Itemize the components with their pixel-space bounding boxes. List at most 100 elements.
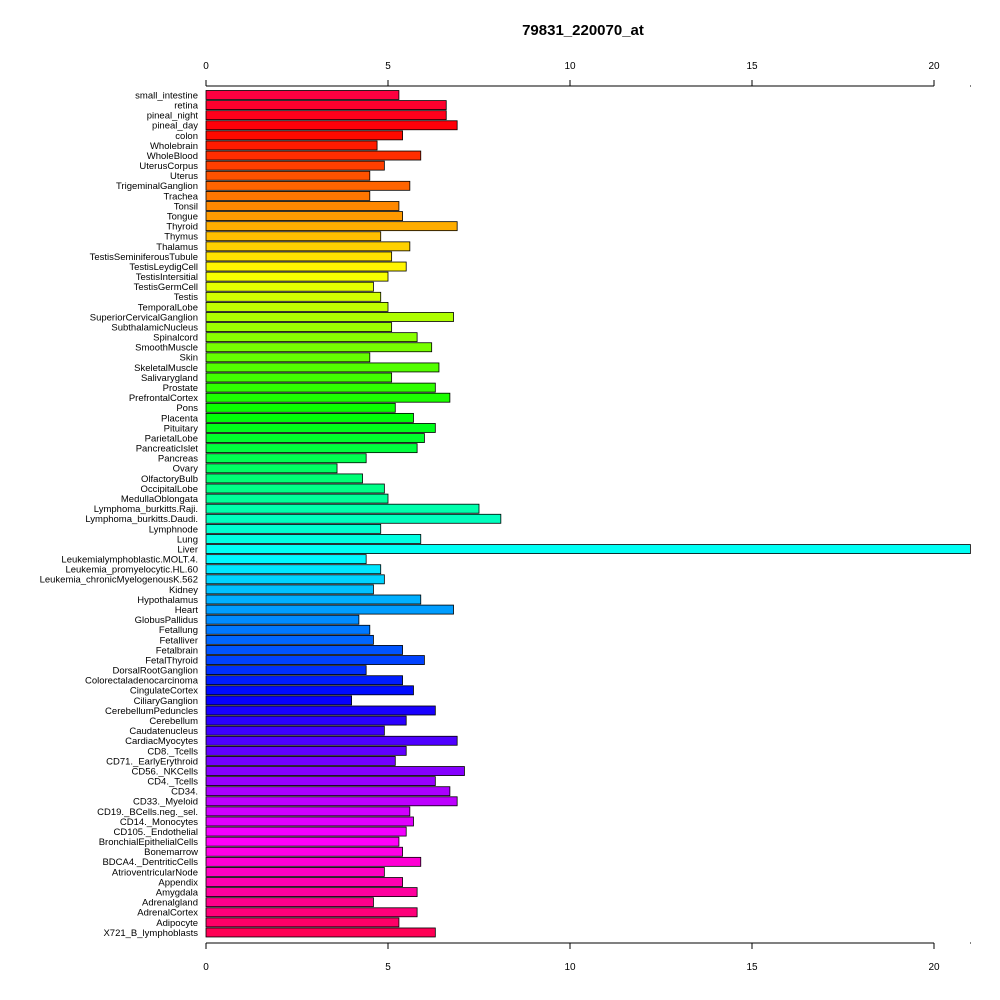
bar-Tongue	[205, 211, 403, 221]
category-label: Placenta	[161, 413, 199, 424]
category-label: CiliaryGanglion	[134, 696, 198, 707]
bar-Trachea	[205, 190, 371, 201]
bar-Spinalcord	[205, 332, 418, 343]
category-label: SkeletalMuscle	[134, 363, 198, 374]
bar-CD14._Monocytes	[205, 816, 414, 827]
category-label: Bonemarrow	[144, 847, 198, 858]
bar-Fetalliver	[205, 634, 374, 645]
bar-Fetalbrain	[205, 645, 403, 655]
bar-TrigeminalGanglion	[205, 180, 411, 191]
category-label: ParietalLobe	[145, 433, 198, 444]
bar-Lymphnode	[205, 523, 382, 534]
bar-WholeBlood	[205, 150, 422, 161]
category-label: Cerebellum	[149, 716, 198, 727]
bar-Testis	[205, 291, 382, 302]
category-label: SuperiorCervicalGanglion	[90, 312, 198, 323]
category-label: Prostate	[163, 383, 198, 394]
bar-Uterus	[205, 170, 371, 181]
category-label: X721_B_lymphoblasts	[103, 928, 198, 939]
category-label: Salivarygland	[141, 373, 198, 384]
top-axis-tick-label: 5	[385, 61, 391, 72]
category-label: Fetalbrain	[156, 645, 198, 656]
bar-CD33._Myeloid	[205, 796, 458, 807]
top-axis-tick-label: 15	[746, 61, 758, 72]
bottom-x-axis: 0 5 10 15 20	[203, 942, 971, 973]
category-label: Leukemia_promyelocytic.HL.60	[65, 565, 198, 576]
bar-CD4._Tcells	[205, 776, 436, 787]
bar-retina	[205, 100, 447, 110]
category-label: DorsalRootGanglion	[112, 666, 198, 677]
category-label: Lymphnode	[149, 524, 198, 535]
bar-Pons	[205, 402, 396, 413]
category-label: Tonsil	[174, 201, 198, 212]
bar-AtrioventricularNode	[205, 867, 385, 877]
category-label: TestisIntersitial	[136, 272, 198, 283]
category-labels: small_intestineretinapineal_nightpineal_…	[40, 90, 199, 938]
bar-Thymus	[205, 231, 382, 242]
bar-Thyroid	[205, 221, 458, 232]
category-label: Fetallung	[159, 625, 198, 636]
top-axis-tick-label: 0	[203, 61, 209, 72]
category-label: TrigeminalGanglion	[116, 181, 198, 192]
bar-CD8._Tcells	[205, 745, 407, 756]
category-label: Thymus	[164, 232, 198, 243]
bar-PancreaticIslet	[205, 443, 418, 454]
bar-SubthalamicNucleus	[205, 322, 393, 332]
category-label: CerebellumPeduncles	[105, 706, 198, 717]
category-label: OlfactoryBulb	[141, 474, 198, 485]
category-label: AdrenalCortex	[137, 908, 198, 919]
bar-Pancreas	[205, 453, 367, 464]
category-label: FetalThyroid	[145, 655, 198, 666]
bar-Thalamus	[205, 241, 411, 252]
bar-Wholebrain	[205, 140, 378, 151]
bar-OlfactoryBulb	[205, 473, 363, 484]
bar-Placenta	[205, 412, 414, 423]
category-label: UterusCorpus	[139, 161, 198, 172]
category-label: Trachea	[164, 191, 199, 202]
category-label: CD19._BCells.neg._sel.	[97, 807, 198, 818]
bar-Tonsil	[205, 201, 400, 211]
category-label: Tongue	[167, 211, 198, 222]
category-label: Lymphoma_burkitts.Raji.	[94, 504, 198, 515]
bars-group	[205, 90, 971, 938]
bar-MedullaOblongata	[205, 493, 389, 504]
category-label: Wholebrain	[150, 141, 198, 152]
bar-UterusCorpus	[205, 160, 385, 171]
bar-SkeletalMuscle	[205, 362, 440, 373]
category-label: BDCA4._DentriticCells	[102, 857, 198, 868]
bar-Lung	[205, 534, 422, 544]
category-label: small_intestine	[135, 90, 198, 101]
category-label: Pancreas	[158, 454, 198, 465]
category-label: Spinalcord	[153, 333, 198, 344]
bar-Prostate	[205, 382, 436, 393]
bar-CingulateCortex	[205, 685, 414, 696]
bar-GlobusPallidus	[205, 614, 360, 625]
category-label: CD105._Endothelial	[113, 827, 198, 838]
category-label: Pons	[176, 403, 198, 414]
bar-BDCA4._DentriticCells	[205, 856, 422, 867]
category-label: CD8._Tcells	[147, 746, 198, 757]
bar-Lymphoma_burkitts.Raji.	[205, 503, 480, 514]
category-label: Ovary	[173, 464, 199, 475]
bar-Lymphoma_burkitts.Daudi.	[205, 513, 502, 524]
bar-TestisLeydigCell	[205, 261, 407, 272]
bar-Liver	[205, 544, 971, 554]
bar-Heart	[205, 604, 454, 615]
category-label: CD34.	[171, 787, 198, 798]
category-label: Thalamus	[156, 242, 198, 253]
bar-SuperiorCervicalGanglion	[205, 312, 454, 322]
bar-Leukemia_chronicMyelogenousK.562	[205, 574, 385, 585]
bar-Appendix	[205, 877, 403, 887]
bar-CerebellumPeduncles	[205, 705, 436, 716]
category-label: TestisSeminiferousTubule	[90, 252, 198, 263]
bar-Ovary	[205, 463, 338, 474]
bar-PrefrontalCortex	[205, 392, 451, 403]
category-label: Adrenalgland	[142, 898, 198, 909]
bottom-axis-tick-label: 20	[928, 962, 940, 973]
bar-CD71._EarlyErythroid	[205, 756, 396, 766]
bar-FetalThyroid	[205, 655, 425, 665]
bar-Colorectaladenocarcinoma	[205, 675, 403, 686]
bar-TestisSeminiferousTubule	[205, 251, 393, 262]
category-label: CD14._Monocytes	[120, 817, 198, 828]
